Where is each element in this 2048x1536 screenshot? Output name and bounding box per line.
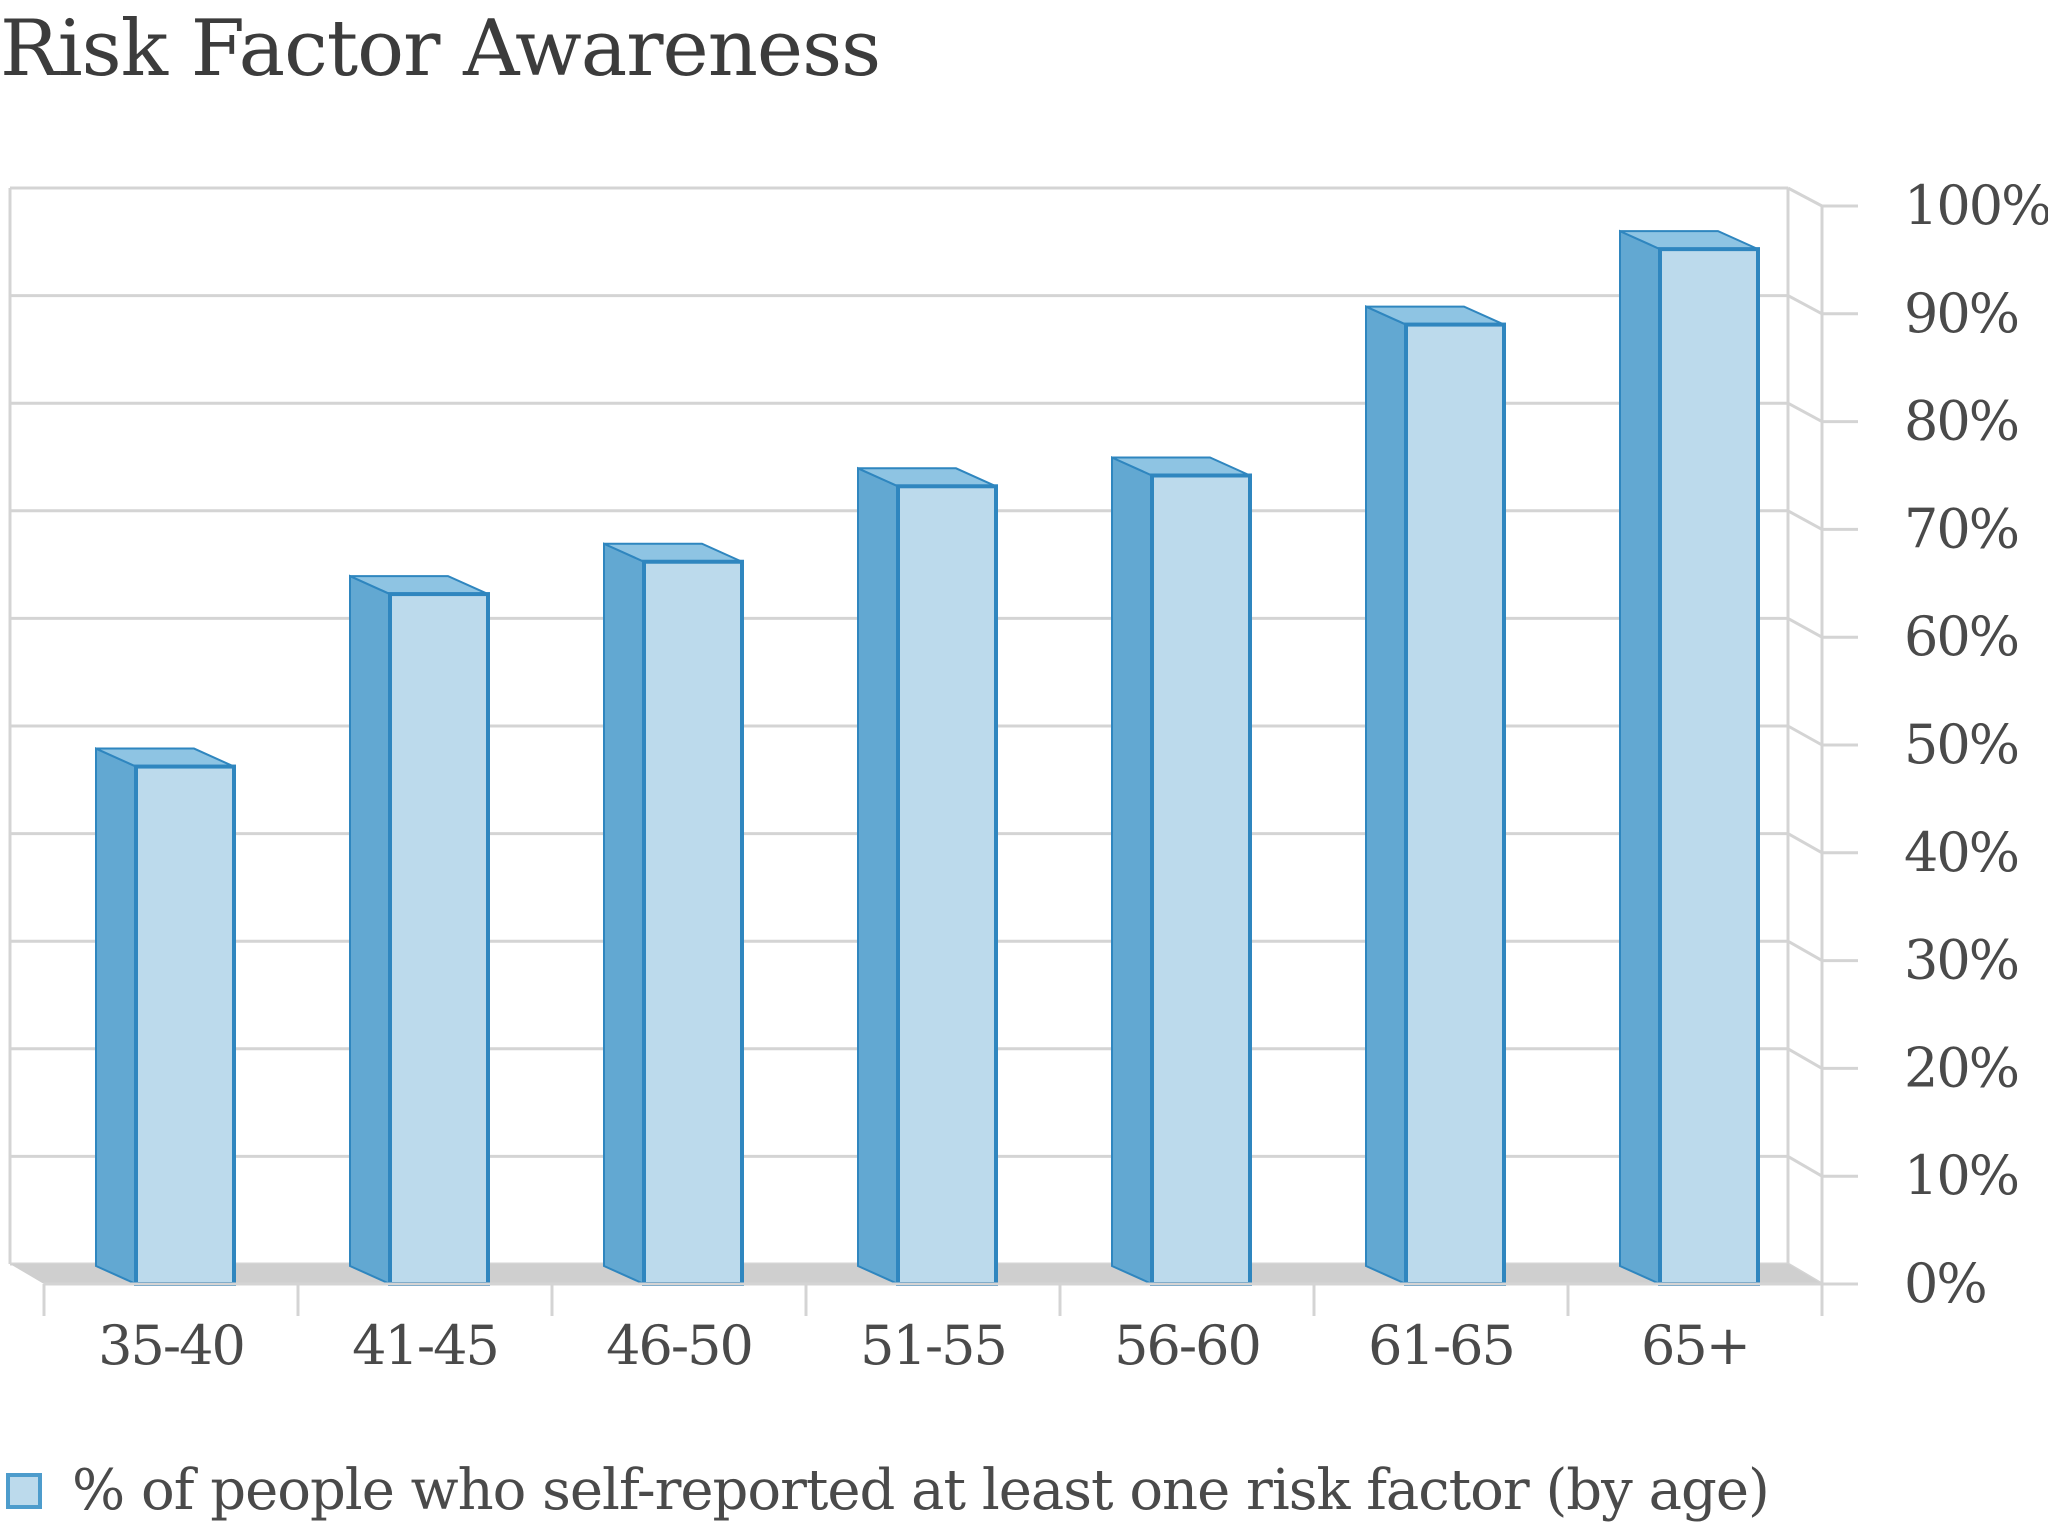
legend-label: % of people who self-reported at least o… <box>72 1458 1770 1523</box>
gridline-side <box>1787 186 1823 208</box>
bar-side <box>603 542 645 1286</box>
legend-swatch <box>6 1472 42 1509</box>
bar-side <box>1111 455 1153 1286</box>
bar <box>1150 473 1252 1286</box>
y-tick-label: 80% <box>1904 390 2018 453</box>
bar-side <box>1619 229 1661 1286</box>
bar <box>642 559 744 1286</box>
chart-title: Risk Factor Awareness <box>0 4 881 94</box>
bar <box>388 592 490 1286</box>
gridline-side <box>1787 1047 1823 1070</box>
bar <box>896 484 998 1286</box>
y-tick-label: 60% <box>1904 605 2018 668</box>
gridline-side <box>1787 724 1823 747</box>
y-tick-label: 30% <box>1904 929 2018 992</box>
bar-side <box>1365 305 1407 1286</box>
y-tick-label: 20% <box>1904 1036 2018 1099</box>
y-tick-label: 40% <box>1904 821 2018 884</box>
bar <box>1658 247 1760 1286</box>
x-tick-label: 65+ <box>1641 1314 1749 1377</box>
gridline-side <box>1787 509 1823 531</box>
y-tick-label: 70% <box>1904 497 2018 560</box>
gridline-side <box>1787 832 1823 855</box>
x-tick-label: 35-40 <box>98 1314 244 1377</box>
x-tick-label: 56-60 <box>1114 1314 1260 1377</box>
bar-side <box>95 747 137 1286</box>
bar-side <box>857 466 899 1286</box>
gridline-side <box>1787 401 1823 423</box>
y-tick-label: 0% <box>1904 1252 1986 1315</box>
x-tick-label: 41-45 <box>352 1314 498 1377</box>
y-tick-label: 50% <box>1904 713 2018 776</box>
x-tick-label: 61-65 <box>1368 1314 1514 1377</box>
x-tick-label: 46-50 <box>606 1314 752 1377</box>
y-tick-label: 10% <box>1904 1144 2018 1207</box>
gridline-side <box>1787 939 1823 962</box>
bars-layer <box>95 229 1760 1286</box>
y-tick-label: 100% <box>1904 174 2048 237</box>
gridline-side <box>1787 617 1823 639</box>
legend: % of people who self-reported at least o… <box>6 1458 1770 1523</box>
x-tick-label: 51-55 <box>860 1314 1006 1377</box>
gridline-side <box>1787 1155 1823 1178</box>
bar <box>134 764 236 1286</box>
y-tick-label: 90% <box>1904 282 2018 345</box>
gridline-side <box>1787 294 1823 316</box>
bar-side <box>349 574 391 1286</box>
bar <box>1404 322 1506 1286</box>
axis-layer: 0% 10% 20% 30% 40% 50% 60% 70% 80% 90% 100% 35-40 41… <box>42 174 2048 1377</box>
